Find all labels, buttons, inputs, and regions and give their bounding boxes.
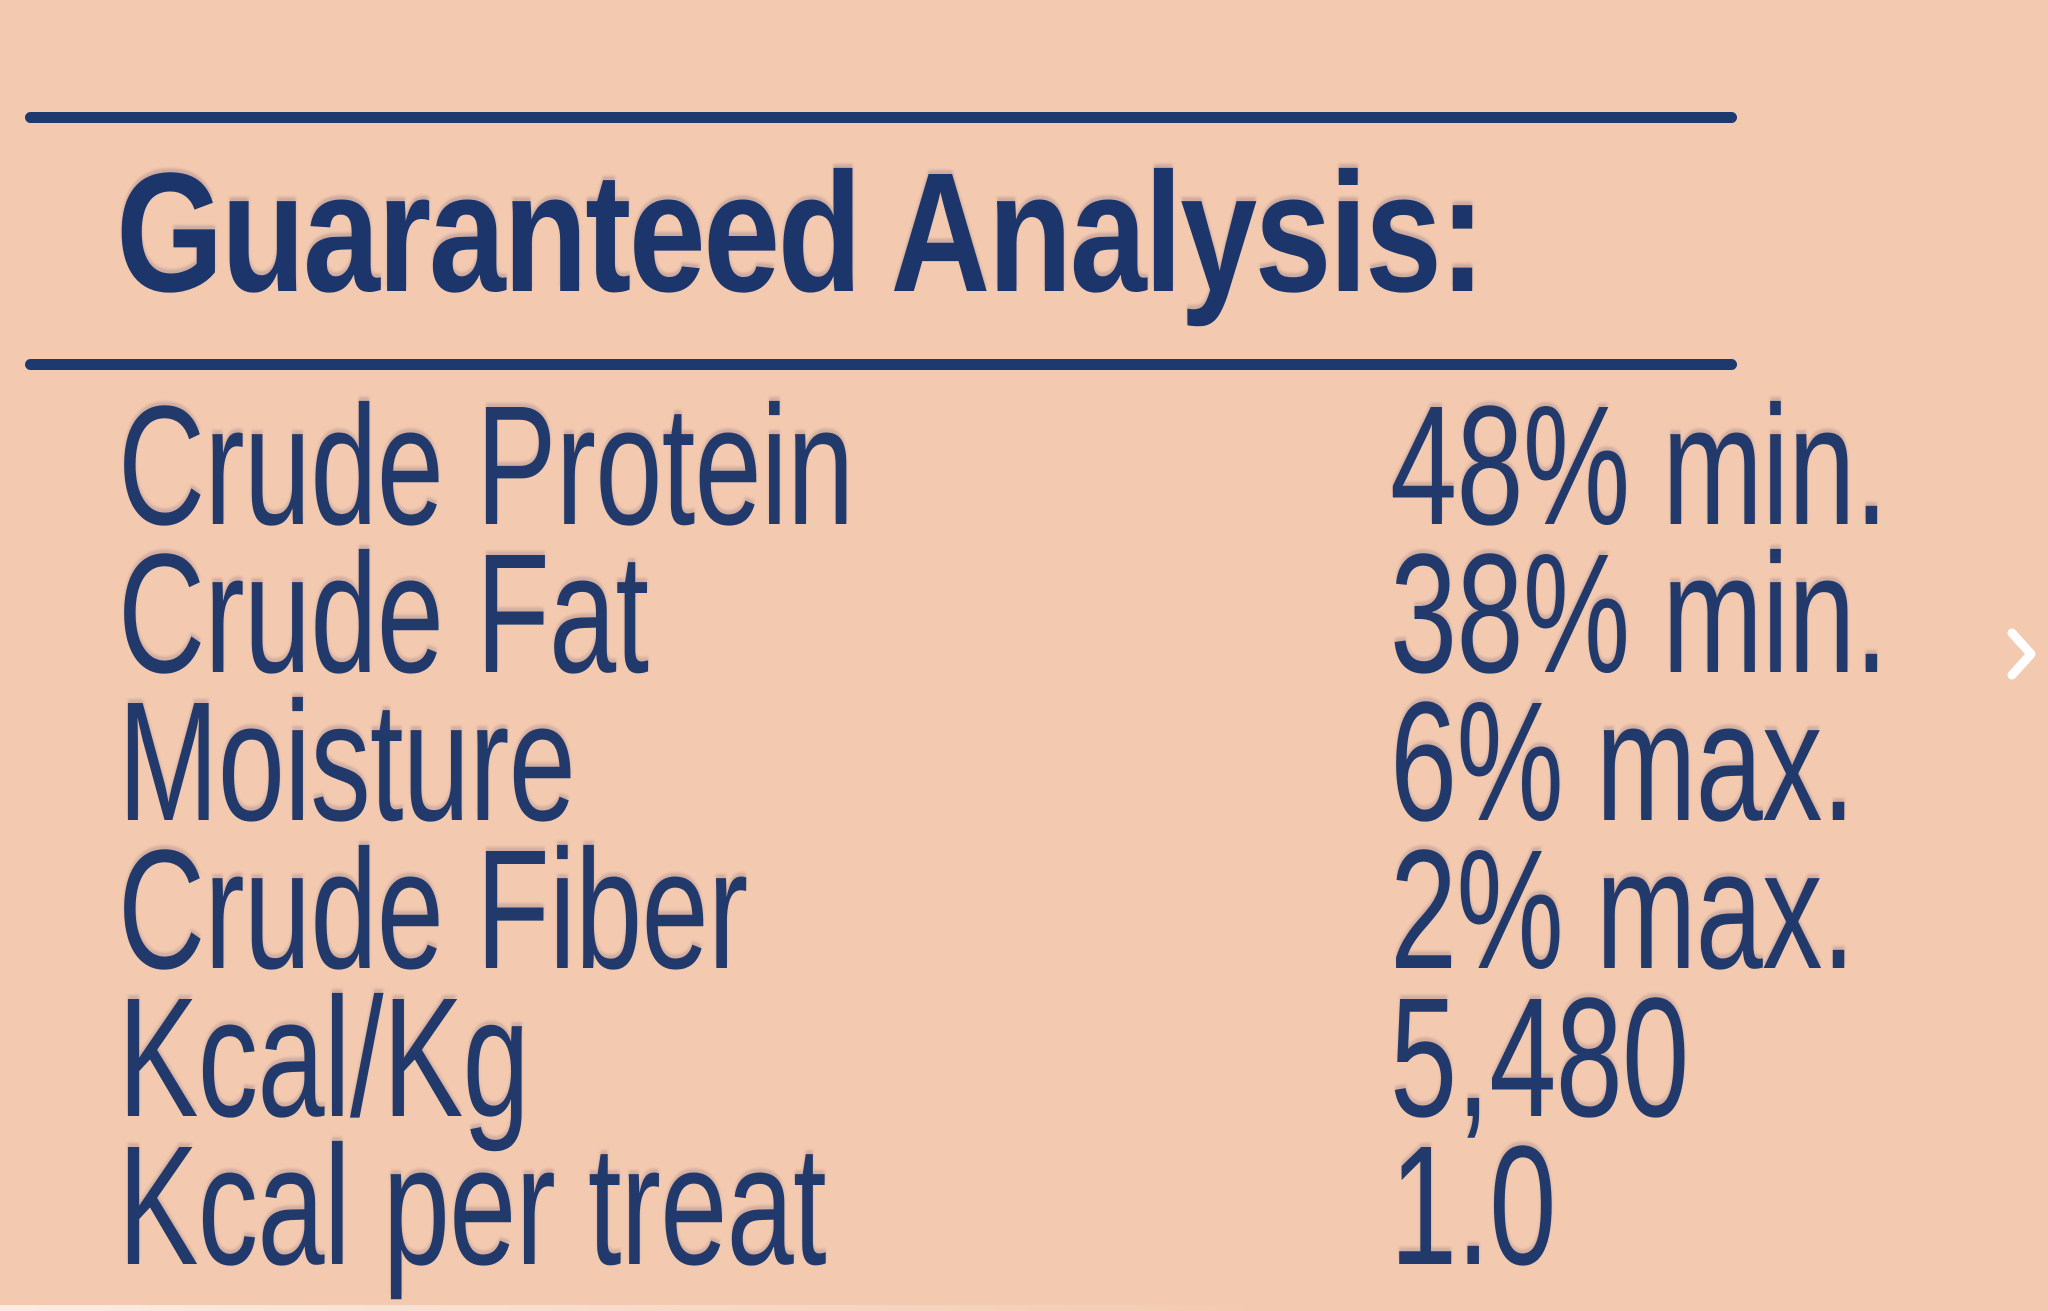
divider-top [25, 112, 1737, 123]
table-row: Kcal per treat 1.0 [118, 1111, 2048, 1301]
chevron-right-icon [2007, 628, 2036, 680]
table-row: Crude Fat 38% min. [118, 519, 2048, 709]
table-row: Crude Fiber 2% max. [118, 815, 2048, 1005]
carousel-next-button[interactable] [2000, 622, 2044, 686]
nutrient-label: Crude Fat [118, 519, 1390, 709]
guaranteed-analysis-title: Guaranteed Analysis: [116, 138, 1486, 328]
image-bottom-edge [0, 1305, 1270, 1311]
nutrient-label: Moisture [118, 667, 1390, 857]
nutrient-label-text: Kcal/Kg [118, 963, 530, 1153]
table-row: Crude Protein 48% min. [118, 371, 2048, 561]
nutrient-value-text: 2% max. [1390, 815, 1855, 1005]
nutrient-value-text: 1.0 [1390, 1111, 1556, 1301]
nutrient-value-text: 5,480 [1390, 963, 1689, 1153]
nutrient-label-text: Crude Protein [118, 371, 854, 561]
divider-under-title [25, 359, 1737, 370]
nutrient-label: Crude Fiber [118, 815, 1390, 1005]
nutrient-label: Crude Protein [118, 371, 1390, 561]
nutrient-value: 1.0 [1390, 1111, 2048, 1301]
nutrient-value: 6% max. [1390, 667, 2048, 857]
nutrient-label-text: Crude Fiber [118, 815, 748, 1005]
nutrient-value-text: 6% max. [1390, 667, 1855, 857]
nutrient-value: 38% min. [1390, 519, 2048, 709]
nutrient-value: 5,480 [1390, 963, 2048, 1153]
nutrient-label-text: Crude Fat [118, 519, 649, 709]
table-row: Moisture 6% max. [118, 667, 2048, 857]
nutrient-label-text: Kcal per treat [118, 1111, 827, 1301]
nutrient-label-text: Moisture [118, 667, 576, 857]
nutrient-value: 2% max. [1390, 815, 2048, 1005]
guaranteed-analysis-table: Crude Protein 48% min. Crude Fat 38% min… [118, 371, 2048, 1301]
nutrient-value-text: 38% min. [1390, 519, 1888, 709]
nutrient-value: 48% min. [1390, 371, 2048, 561]
nutrient-value-text: 48% min. [1390, 371, 1888, 561]
nutrient-label: Kcal/Kg [118, 963, 1390, 1153]
table-row: Kcal/Kg 5,480 [118, 963, 2048, 1153]
nutrient-label: Kcal per treat [118, 1111, 1390, 1301]
